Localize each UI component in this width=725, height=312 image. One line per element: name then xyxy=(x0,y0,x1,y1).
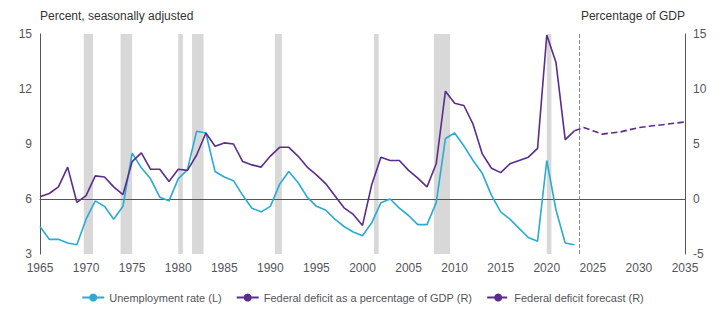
svg-text:1995: 1995 xyxy=(303,261,330,275)
svg-text:1975: 1975 xyxy=(119,261,146,275)
svg-text:6: 6 xyxy=(25,192,32,206)
svg-text:1980: 1980 xyxy=(165,261,192,275)
svg-text:2005: 2005 xyxy=(395,261,422,275)
svg-text:2025: 2025 xyxy=(580,261,607,275)
svg-text:15: 15 xyxy=(693,27,707,41)
svg-text:2030: 2030 xyxy=(626,261,653,275)
svg-text:Federal deficit forecast (R): Federal deficit forecast (R) xyxy=(514,292,644,304)
svg-text:2010: 2010 xyxy=(441,261,468,275)
svg-text:0: 0 xyxy=(693,192,700,206)
svg-text:2020: 2020 xyxy=(533,261,560,275)
svg-text:9: 9 xyxy=(25,137,32,151)
svg-text:-5: -5 xyxy=(693,247,704,261)
svg-text:1965: 1965 xyxy=(27,261,54,275)
svg-text:1990: 1990 xyxy=(257,261,284,275)
svg-text:Unemployment rate (L): Unemployment rate (L) xyxy=(109,292,222,304)
svg-text:5: 5 xyxy=(693,137,700,151)
svg-text:2035: 2035 xyxy=(672,261,699,275)
svg-text:Percentage of GDP: Percentage of GDP xyxy=(581,9,685,23)
svg-text:Federal deficit as a percentag: Federal deficit as a percentage of GDP (… xyxy=(264,292,472,304)
svg-text:2015: 2015 xyxy=(487,261,514,275)
svg-text:10: 10 xyxy=(693,82,707,96)
svg-text:15: 15 xyxy=(19,27,33,41)
svg-text:1985: 1985 xyxy=(211,261,238,275)
svg-text:12: 12 xyxy=(19,82,33,96)
svg-text:2000: 2000 xyxy=(349,261,376,275)
svg-text:3: 3 xyxy=(25,247,32,261)
svg-text:1970: 1970 xyxy=(73,261,100,275)
svg-text:Percent, seasonally adjusted: Percent, seasonally adjusted xyxy=(40,9,193,23)
